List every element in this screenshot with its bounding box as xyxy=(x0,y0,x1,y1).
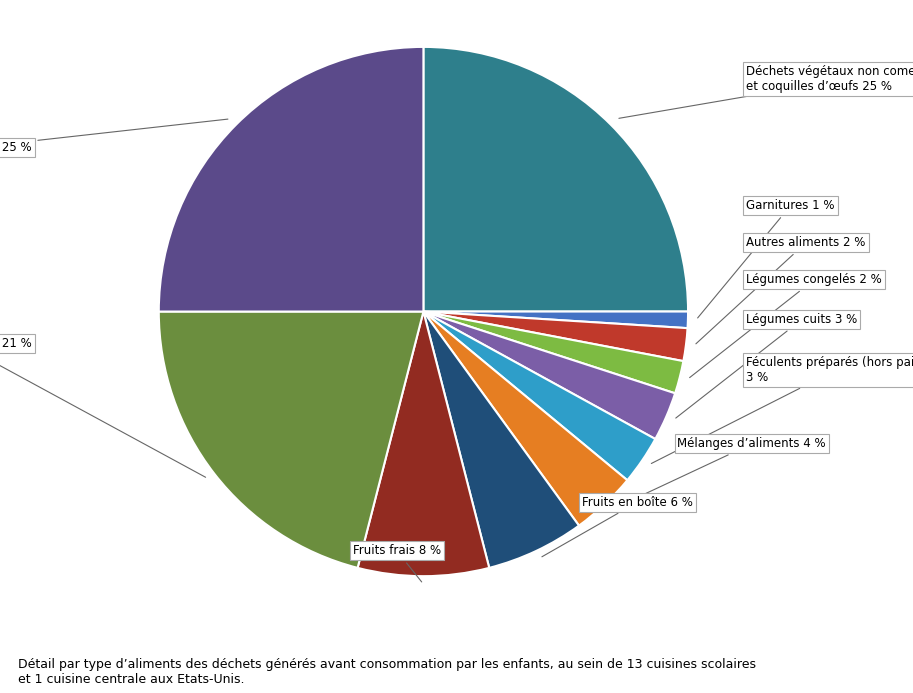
Text: Légumes congelés 2 %: Légumes congelés 2 % xyxy=(689,273,882,378)
Wedge shape xyxy=(424,312,687,361)
Wedge shape xyxy=(424,312,683,394)
Text: Légumes crus 25 %: Légumes crus 25 % xyxy=(0,119,228,154)
Text: Autres aliments 2 %: Autres aliments 2 % xyxy=(696,236,866,344)
Text: Mélanges d’aliments 4 %: Mélanges d’aliments 4 % xyxy=(613,437,826,509)
Wedge shape xyxy=(159,312,424,568)
Text: Fruits en boîte 6 %: Fruits en boîte 6 % xyxy=(542,495,693,556)
Text: Entrées préparées  21 %: Entrées préparées 21 % xyxy=(0,337,205,477)
Text: Féculents préparés (hors pain)
3 %: Féculents préparés (hors pain) 3 % xyxy=(651,356,913,464)
Text: Garnitures 1 %: Garnitures 1 % xyxy=(698,199,834,318)
Wedge shape xyxy=(424,312,627,525)
Text: Fruits frais 8 %: Fruits frais 8 % xyxy=(353,545,441,582)
Wedge shape xyxy=(424,312,656,480)
Wedge shape xyxy=(424,47,688,312)
Wedge shape xyxy=(358,312,489,576)
Text: Déchets végétaux non comestibles
et coquilles d’œufs 25 %: Déchets végétaux non comestibles et coqu… xyxy=(619,64,913,119)
Wedge shape xyxy=(424,312,688,328)
Text: Légumes cuits 3 %: Légumes cuits 3 % xyxy=(676,313,857,418)
Wedge shape xyxy=(424,312,675,439)
Wedge shape xyxy=(159,47,424,312)
Wedge shape xyxy=(424,312,579,568)
Text: Détail par type d’aliments des déchets générés avant consommation par les enfant: Détail par type d’aliments des déchets g… xyxy=(18,658,756,686)
